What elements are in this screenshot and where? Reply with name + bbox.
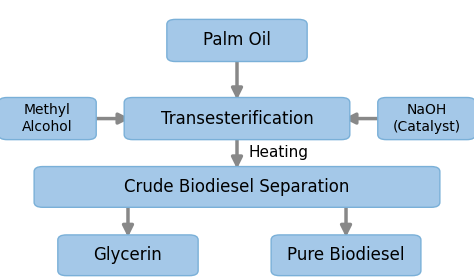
FancyBboxPatch shape xyxy=(58,235,198,276)
FancyBboxPatch shape xyxy=(378,98,474,140)
Text: Methyl
Alcohol: Methyl Alcohol xyxy=(22,103,73,134)
Text: Palm Oil: Palm Oil xyxy=(203,32,271,49)
FancyBboxPatch shape xyxy=(34,167,440,207)
Text: NaOH
(Catalyst): NaOH (Catalyst) xyxy=(392,103,461,134)
FancyBboxPatch shape xyxy=(271,235,421,276)
Text: Glycerin: Glycerin xyxy=(93,246,163,264)
Text: Transesterification: Transesterification xyxy=(161,110,313,128)
FancyBboxPatch shape xyxy=(167,19,307,62)
Text: Crude Biodiesel Separation: Crude Biodiesel Separation xyxy=(124,178,350,196)
FancyBboxPatch shape xyxy=(0,98,96,140)
FancyBboxPatch shape xyxy=(124,98,350,140)
Text: Heating: Heating xyxy=(249,145,309,160)
Text: Pure Biodiesel: Pure Biodiesel xyxy=(287,246,405,264)
